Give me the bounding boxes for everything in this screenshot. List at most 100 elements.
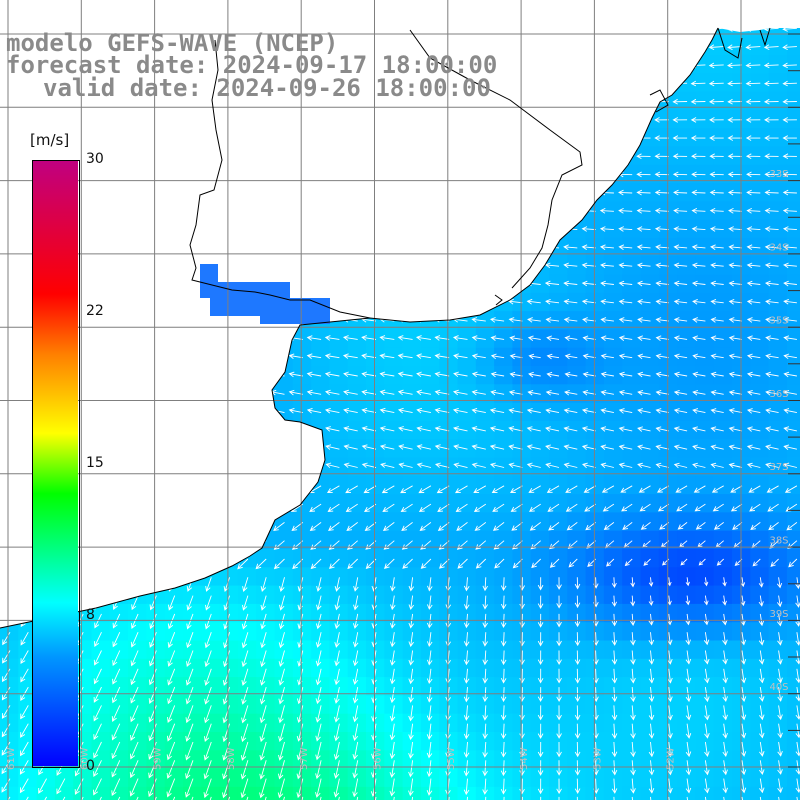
wind-arrow xyxy=(185,686,194,705)
wind-cell xyxy=(494,329,513,349)
wind-cell xyxy=(329,677,349,696)
wind-arrow xyxy=(782,135,797,141)
wind-cell xyxy=(91,622,111,642)
wind-cell xyxy=(91,768,111,788)
wind-arrow xyxy=(390,577,396,592)
wind-arrow xyxy=(343,462,358,468)
wind-arrow xyxy=(764,153,779,159)
wind-cell xyxy=(164,732,184,751)
wind-cell xyxy=(622,713,642,733)
longitude-labels: 61W 60W 59W 58W 57W 56W 55W 54W 53W 52W xyxy=(6,747,677,770)
wind-arrow xyxy=(1,705,11,719)
wind-cell xyxy=(549,750,568,770)
wind-arrow xyxy=(471,389,486,396)
wind-arrow xyxy=(648,778,655,794)
wind-cell xyxy=(164,622,184,642)
wind-arrow xyxy=(537,595,544,610)
wind-cell xyxy=(439,658,459,678)
wind-arrow xyxy=(544,262,560,269)
wind-cell xyxy=(384,732,404,751)
wind-arrow xyxy=(746,280,761,287)
wind-arrow xyxy=(361,462,377,468)
wind-cell xyxy=(677,164,696,184)
wind-cell xyxy=(219,622,239,642)
wind-arrow xyxy=(167,686,176,705)
wind-arrow xyxy=(692,462,706,469)
wind-cell xyxy=(128,640,147,660)
wind-arrow xyxy=(673,262,688,269)
wind-cell xyxy=(475,677,495,696)
wind-arrow xyxy=(545,444,560,450)
wind-cell xyxy=(768,549,788,568)
wind-cell xyxy=(347,695,367,715)
wind-cell xyxy=(695,640,715,660)
wind-arrow xyxy=(2,650,11,664)
wind-arrow xyxy=(722,778,728,794)
wind-cell xyxy=(567,567,587,587)
wind-cell xyxy=(219,732,239,751)
wind-cell xyxy=(658,146,678,166)
wind-arrow xyxy=(637,317,651,323)
wind-arrow xyxy=(149,650,157,667)
wind-cell xyxy=(347,603,367,623)
wind-cell xyxy=(585,329,605,349)
wind-cell xyxy=(768,347,788,367)
wind-arrow xyxy=(426,723,433,740)
wind-arrow xyxy=(482,632,488,647)
wind-cell xyxy=(786,585,800,605)
wind-arrow xyxy=(782,189,797,196)
wind-cell xyxy=(786,732,800,751)
wind-cell xyxy=(713,274,733,294)
estuary-cell xyxy=(200,282,290,298)
wind-arrow xyxy=(222,741,231,761)
wind-cell xyxy=(713,786,733,800)
wind-cell xyxy=(530,347,550,367)
wind-cell xyxy=(549,732,568,751)
wind-cell xyxy=(219,768,239,788)
wind-cell xyxy=(530,786,550,800)
wind-arrow xyxy=(680,558,688,566)
wind-arrow xyxy=(574,595,581,609)
wind-cell xyxy=(256,695,276,715)
wind-arrow xyxy=(692,389,706,396)
wind-arrow xyxy=(655,262,669,269)
wind-arrow xyxy=(648,577,654,587)
wind-arrow xyxy=(527,389,541,396)
wind-arrow xyxy=(722,705,728,721)
wind-arrow xyxy=(710,426,724,432)
wind-cell xyxy=(237,603,257,623)
wind-cell xyxy=(457,622,477,642)
wind-arrow xyxy=(574,668,581,684)
wind-arrow xyxy=(473,503,487,513)
wind-arrow xyxy=(600,353,614,360)
wind-cell xyxy=(713,475,733,495)
wind-arrow xyxy=(112,650,121,667)
wind-cell xyxy=(768,183,788,202)
wind-arrow xyxy=(673,280,688,287)
wind-arrow xyxy=(306,335,322,341)
wind-cell xyxy=(750,695,770,715)
wind-cell xyxy=(420,494,440,513)
wind-arrow xyxy=(704,650,710,665)
wind-arrow xyxy=(426,595,433,610)
wind-arrow xyxy=(618,244,633,250)
wind-arrow xyxy=(500,650,507,666)
wind-cell xyxy=(402,658,422,678)
wind-cell xyxy=(329,603,349,623)
wind-arrow xyxy=(630,705,636,721)
wind-arrow xyxy=(463,760,470,777)
wind-cell xyxy=(640,475,660,495)
wind-arrow xyxy=(315,723,322,742)
wind-cell xyxy=(164,658,184,678)
wind-cell xyxy=(768,603,788,623)
wind-cell xyxy=(567,603,587,623)
wind-arrow xyxy=(111,705,121,722)
wind-arrow xyxy=(166,723,176,742)
wind-arrow xyxy=(709,117,724,123)
wind-arrow xyxy=(508,408,523,414)
wind-cell xyxy=(603,786,623,800)
wind-cell xyxy=(274,640,294,660)
wind-cell xyxy=(347,768,367,788)
wind-arrow xyxy=(783,408,797,414)
lon-label: 53W xyxy=(592,747,603,770)
